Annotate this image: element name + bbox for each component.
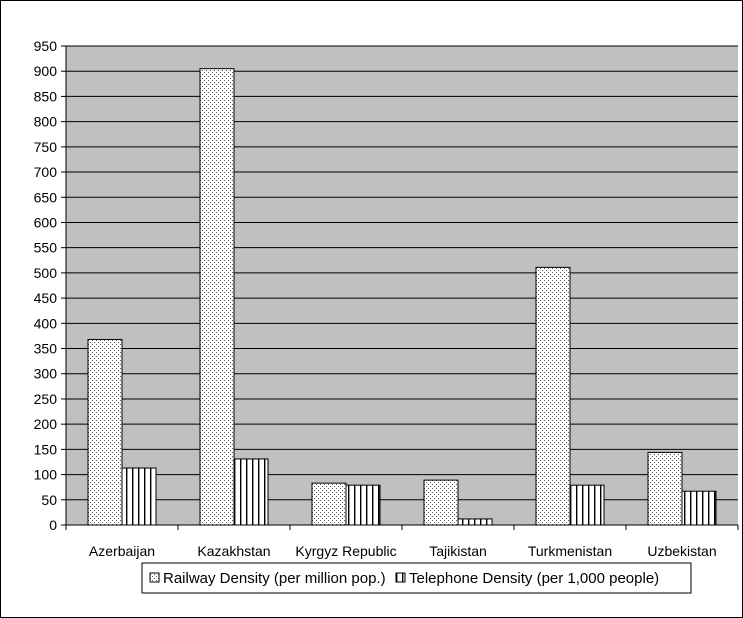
- y-tick-label: 250: [34, 391, 58, 407]
- y-tick-label: 400: [34, 315, 58, 331]
- y-tick-label: 50: [41, 492, 57, 508]
- y-axis: 0 50 100 150 200 250 300 350 400 450 500 550 600 650 7…: [34, 38, 67, 533]
- y-tick-label: 900: [34, 63, 58, 79]
- y-tick-label: 100: [34, 467, 58, 483]
- y-tick-label: 750: [34, 139, 58, 155]
- y-tick-label: 550: [34, 240, 58, 256]
- y-tick-label: 500: [34, 265, 58, 281]
- y-tick-label: 150: [34, 441, 58, 457]
- bar-telephone-azerbaijan: [121, 467, 157, 526]
- x-axis: Azerbaijan Kazakhstan Kyrgyz Republic Tajik…: [65, 524, 739, 559]
- y-tick-label: 0: [49, 517, 57, 533]
- x-tick-label: Azerbaijan: [89, 543, 155, 559]
- bar-railway-azerbaijan: [87, 338, 123, 526]
- y-tick-label: 600: [34, 214, 58, 230]
- y-tick-label: 800: [34, 114, 58, 130]
- plot-background: [66, 46, 738, 525]
- y-tick-label: 450: [34, 290, 58, 306]
- y-tick-label: 350: [34, 341, 58, 357]
- y-tick-label: 950: [34, 38, 58, 54]
- y-tick-label: 300: [34, 366, 58, 382]
- x-tick-label: Turkmenistan: [528, 543, 612, 559]
- x-tick-label: Uzbekistan: [647, 543, 716, 559]
- y-tick-label: 650: [34, 189, 58, 205]
- legend-swatch-railway: [149, 572, 160, 583]
- bar-railway-uzbekistan: [647, 451, 683, 526]
- bar-railway-tajikistan: [423, 479, 459, 526]
- bar-telephone-turkmenistan: [569, 484, 605, 526]
- x-tick-label: Kyrgyz Republic: [295, 543, 396, 559]
- bar-telephone-kazakhstan: [233, 458, 269, 526]
- bar-telephone-tajikistan: [457, 518, 493, 526]
- bars: [87, 68, 717, 526]
- plot-area: [66, 45, 738, 525]
- x-tick-label: Tajikistan: [429, 543, 487, 559]
- bar-railway-kazakhstan: [199, 68, 235, 526]
- y-tick-label: 700: [34, 164, 58, 180]
- legend-box: [141, 562, 692, 594]
- bar-telephone-uzbekistan: [681, 490, 717, 526]
- legend-label-telephone: Telephone Density (per 1,000 people): [409, 570, 659, 587]
- bar-railway-kyrgyz-republic: [311, 482, 347, 526]
- x-tick-label: Kazakhstan: [197, 543, 270, 559]
- y-tick-label: 850: [34, 88, 58, 104]
- legend-label-railway: Railway Density (per million pop.): [163, 570, 386, 587]
- legend: Railway Density (per million pop.) Teleph…: [141, 562, 692, 594]
- bar-telephone-kyrgyz-republic: [345, 484, 381, 526]
- legend-swatch-telephone: [395, 572, 406, 583]
- bar-railway-turkmenistan: [535, 266, 571, 526]
- y-tick-label: 200: [34, 416, 58, 432]
